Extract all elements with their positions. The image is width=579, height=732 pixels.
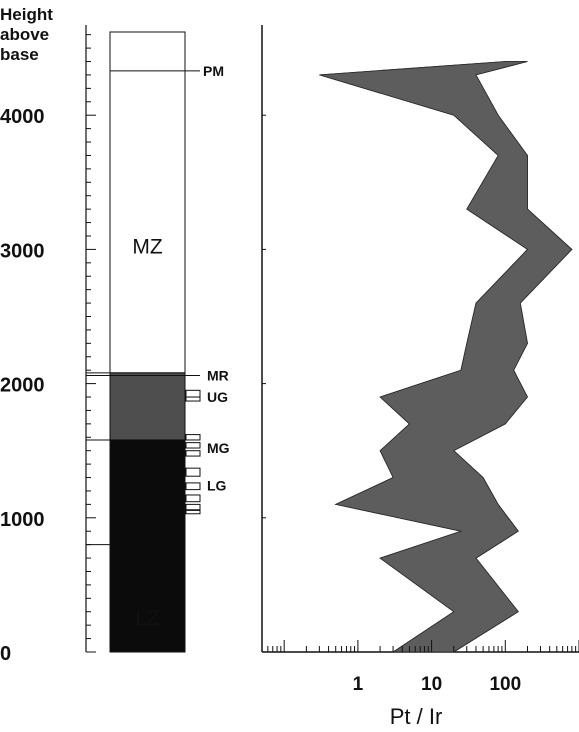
x-tick-label: 10: [421, 674, 442, 695]
y-axis-title: Height above base: [0, 5, 53, 64]
zone-marker-label: UG: [207, 389, 228, 405]
reef-bracket: [185, 396, 201, 402]
reef-bracket: [185, 509, 201, 515]
pt-ir-min-line: [319, 61, 573, 653]
reef-bracket: [185, 450, 201, 457]
reef-bracket: [185, 434, 201, 441]
reef-bracket: [185, 442, 201, 449]
y-tick-label: 0: [0, 643, 11, 665]
reef-bracket: [185, 503, 201, 511]
pt-ir-plot: [261, 25, 579, 653]
zone-marker-label: LG: [207, 478, 227, 494]
x-tick-label: 1: [353, 674, 364, 695]
y-axis-ticks: 4000 3000 2000 1000 0: [0, 25, 96, 665]
column-zone: [109, 31, 186, 374]
column-zone: [109, 439, 186, 653]
column-zone-label: LZ: [135, 607, 160, 630]
x-axis-title: Pt / Ir: [390, 704, 443, 727]
column-zone-label: MZ: [132, 235, 162, 258]
y-axis-title-line-1: Height: [0, 5, 53, 24]
reef-bracket: [185, 494, 201, 503]
zone-marker-label: MG: [207, 440, 230, 456]
y-tick-label: 2000: [0, 375, 45, 397]
zone-markers: PM MR UG MG LG: [86, 63, 230, 515]
column-zone: [109, 372, 186, 441]
y-axis-title-line-2: above: [0, 25, 49, 44]
zone-marker-label: PM: [203, 63, 224, 79]
reef-bracket: [185, 389, 201, 398]
reef-bracket: [185, 467, 201, 477]
y-tick-label: 3000: [0, 240, 45, 262]
pt-ir-envelope: [319, 61, 573, 653]
y-axis-title-line-3: base: [0, 45, 39, 64]
zone-marker-label: MR: [207, 368, 229, 384]
x-axis: 1 10 100: [261, 640, 579, 695]
y-tick-label: 1000: [0, 509, 45, 531]
y-tick-label: 4000: [0, 106, 45, 128]
stratigraphic-column: MZ LZ: [86, 31, 186, 653]
reef-bracket: [185, 482, 201, 491]
x-tick-label: 100: [489, 674, 521, 695]
